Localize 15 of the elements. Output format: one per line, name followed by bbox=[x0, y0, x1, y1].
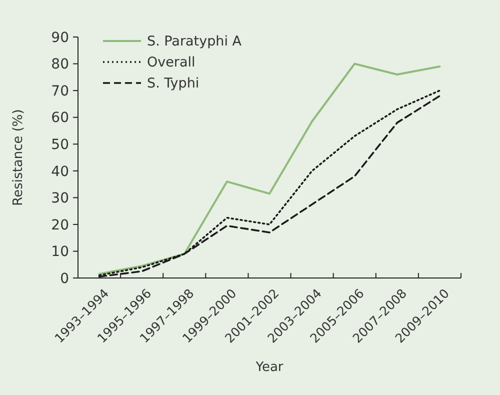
y-tick-label: 50 bbox=[51, 137, 69, 154]
legend-label: S. Paratyphi A bbox=[147, 34, 242, 50]
y-tick-label: 0 bbox=[60, 270, 69, 287]
y-tick-label: 70 bbox=[51, 83, 69, 100]
y-tick-label: 60 bbox=[51, 110, 69, 126]
y-tick-label: 20 bbox=[51, 217, 69, 234]
y-axis-title: Resistance (%) bbox=[11, 109, 26, 206]
legend-label: Overall bbox=[147, 54, 196, 71]
y-tick-label: 80 bbox=[51, 56, 69, 73]
y-tick-label: 10 bbox=[51, 244, 69, 260]
x-axis-title: Year bbox=[254, 360, 284, 375]
y-tick-label: 40 bbox=[51, 164, 69, 180]
legend-label: S. Typhi bbox=[147, 76, 200, 92]
y-tick-label: 90 bbox=[51, 30, 69, 46]
y-tick-label: 30 bbox=[51, 190, 69, 207]
